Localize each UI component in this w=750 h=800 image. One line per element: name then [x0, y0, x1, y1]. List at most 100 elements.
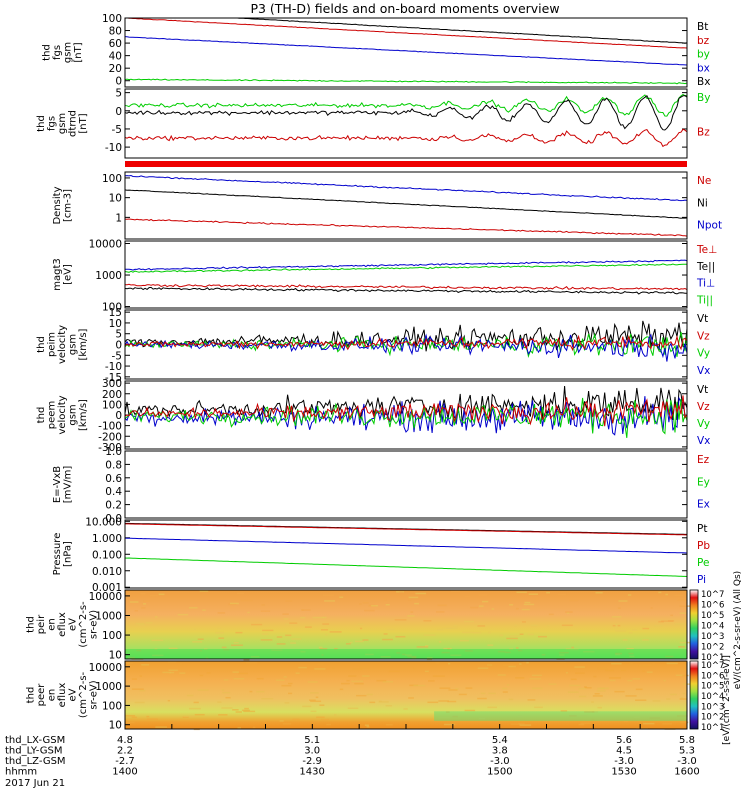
spectrogram-texture: [486, 664, 494, 667]
spectrogram-texture: [497, 674, 506, 676]
spectrogram-texture: [309, 699, 316, 701]
spectrogram-texture: [167, 699, 171, 702]
spectrogram-texture: [584, 687, 592, 689]
y-axis-label-line: peir: [36, 614, 47, 634]
series-line-Vz: [125, 395, 687, 427]
spectrogram-texture: [565, 672, 568, 674]
colorbar-tick-label: 10^4: [701, 692, 724, 702]
spectrogram-texture: [229, 602, 239, 605]
spectrogram-texture: [252, 726, 256, 729]
spectrogram-texture: [679, 698, 688, 700]
panel-frame: [124, 519, 688, 589]
spectrogram-texture: [458, 693, 467, 696]
y-axis-label-line: [nT]: [73, 42, 84, 62]
spectrogram-texture: [652, 663, 655, 665]
series-line-Vy: [125, 397, 687, 438]
spectrogram-texture: [436, 611, 445, 613]
spectrogram-texture: [565, 611, 573, 613]
spectrogram-texture: [488, 692, 496, 695]
spectrogram-texture: [591, 701, 594, 703]
legend-entry: Ex: [697, 499, 710, 511]
spectrogram-texture: [283, 618, 289, 620]
series-line-bx: [125, 36, 687, 66]
spectrogram-texture: [383, 598, 387, 601]
spectrogram-texture: [243, 710, 256, 713]
spectrogram-texture: [301, 609, 311, 611]
spectrogram-texture: [329, 631, 342, 633]
spectrogram-texture: [465, 687, 473, 689]
series-line-Vt: [125, 385, 687, 423]
spectrogram-texture: [324, 600, 336, 602]
spectrogram-texture: [459, 639, 469, 642]
y-tick-label: 1: [115, 212, 122, 224]
series-line-Ni: [125, 189, 687, 219]
spectrogram-texture: [189, 607, 198, 609]
spectrogram-texture: [288, 682, 293, 685]
y-axis-label-line: [nPa]: [62, 541, 73, 567]
spectrogram-texture: [129, 601, 139, 603]
spectrogram-texture: [515, 607, 519, 610]
spectrogram-texture: [281, 684, 292, 687]
spectrogram-green-band: [125, 649, 687, 659]
y-axis-label-line: fgs: [47, 116, 58, 131]
spectrogram-texture: [506, 637, 518, 640]
spectrogram-texture: [488, 631, 491, 634]
spectrogram-texture: [450, 590, 460, 593]
spectrogram-texture: [146, 715, 150, 718]
y-tick-label: 0.4: [105, 486, 122, 498]
spectrogram-texture: [473, 631, 482, 634]
y-tick-label: 10000: [89, 238, 122, 250]
spectrogram-texture: [262, 629, 274, 632]
y-axis-label-line: velocity: [57, 325, 68, 364]
chart-title: P3 (TH-D) fields and on-board moments ov…: [250, 1, 559, 16]
spectrogram-texture: [236, 592, 245, 595]
spectrogram-texture: [197, 638, 204, 640]
spectrogram-texture: [507, 684, 510, 686]
spectrogram-texture: [548, 683, 557, 685]
y-axis-label-line: Pressure: [52, 533, 63, 576]
spectrogram-texture: [359, 666, 370, 669]
spectrogram-texture: [326, 723, 331, 726]
y-tick-label: 0.0: [105, 513, 122, 525]
y-tick-label: 0: [115, 76, 122, 88]
colorbar: [689, 660, 699, 730]
y-tick-label: 5: [115, 329, 122, 341]
colorbar-tick-label: 10^7: [701, 590, 724, 600]
x-tick-label: 3.8: [492, 746, 508, 757]
spectrogram-texture: [221, 707, 233, 709]
x-row-label: thd_LY-GSM: [5, 746, 62, 757]
legend-entry: Pe: [697, 557, 709, 569]
y-axis-label-line: eV: [68, 688, 79, 701]
y-tick-label: 1000: [95, 681, 122, 693]
spectrogram-texture: [145, 622, 153, 624]
spectrogram-texture: [658, 620, 664, 623]
spectrogram-texture: [140, 592, 146, 595]
spectrogram-texture: [423, 634, 436, 636]
y-tick-label: 0: [115, 106, 122, 118]
spectrogram-texture: [614, 627, 618, 629]
spectrogram-texture: [378, 701, 389, 703]
colorbar-label-ion: eV/(cm^2-s-sr-eV) (All Qs): [733, 571, 743, 689]
series-line-Pb: [125, 523, 687, 536]
series-line-Pi: [125, 537, 687, 554]
spectrogram-texture: [625, 695, 637, 697]
spectrogram-texture: [594, 693, 600, 695]
legend-entry: Ne: [697, 175, 711, 187]
series-line-Bz: [125, 128, 687, 148]
spectrogram-texture: [382, 638, 393, 641]
spectrogram-texture: [516, 591, 527, 594]
series-line-Bt: [228, 18, 687, 44]
spectrogram-texture: [438, 641, 442, 643]
spectrogram-texture: [597, 667, 608, 670]
spectrogram-texture: [354, 682, 364, 685]
spectrogram-texture: [197, 689, 209, 691]
series-line-Pe: [125, 557, 687, 577]
spectrogram-texture: [125, 662, 133, 665]
colorbar-label-electron: [eV/(cm^2-s-sr-eV)]: [722, 655, 732, 745]
spectrogram-texture: [414, 602, 419, 605]
x-row-label: thd_LX-GSM: [5, 735, 65, 746]
spectrogram-texture: [352, 668, 363, 670]
legend-entry: by: [697, 49, 710, 61]
colorbar-tick-label: 10^5: [701, 682, 724, 692]
